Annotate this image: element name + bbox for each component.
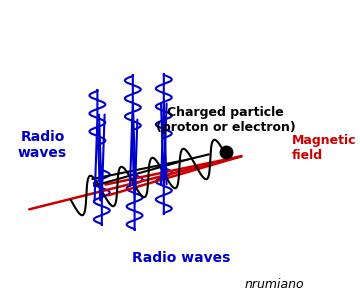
Text: Radio waves: Radio waves xyxy=(132,251,231,265)
Text: Magnetic
field: Magnetic field xyxy=(292,134,357,162)
Text: Radio
waves: Radio waves xyxy=(18,130,67,160)
Text: Charged particle
(proton or electron): Charged particle (proton or electron) xyxy=(156,106,296,134)
Text: nrumiano: nrumiano xyxy=(245,278,304,291)
